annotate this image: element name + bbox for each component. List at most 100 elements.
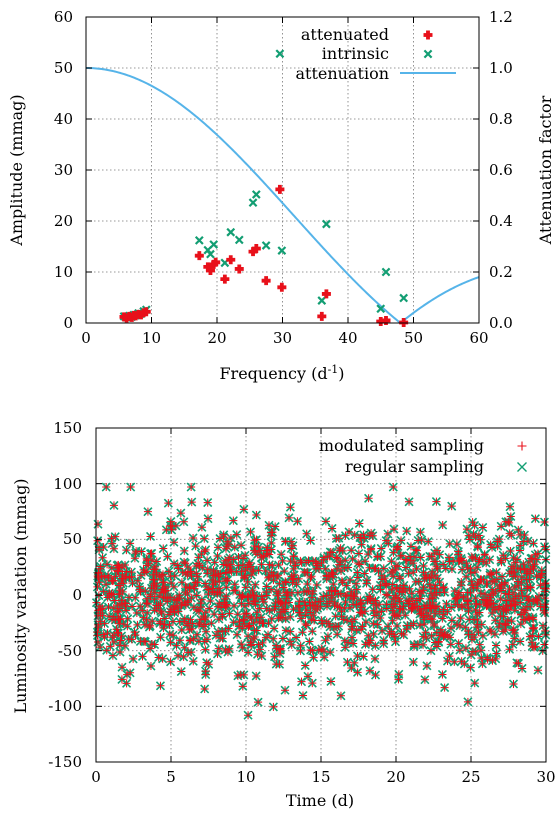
modulated-sampling-point <box>172 601 181 610</box>
modulated-sampling-point <box>419 613 428 622</box>
modulated-sampling-point <box>111 616 120 625</box>
modulated-sampling-point <box>193 559 202 568</box>
modulated-sampling-point <box>123 622 132 631</box>
modulated-sampling-point <box>120 560 129 569</box>
modulated-sampling-point <box>229 618 238 627</box>
modulated-sampling-point <box>129 654 138 663</box>
modulated-sampling-point <box>250 541 259 550</box>
modulated-sampling-point <box>281 537 290 546</box>
modulated-sampling-point <box>230 543 239 552</box>
modulated-sampling-point <box>128 579 137 588</box>
modulated-sampling-point <box>373 620 382 629</box>
bottom-xtick-label: 15 <box>311 768 330 786</box>
modulated-sampling-point <box>370 654 379 663</box>
modulated-sampling-point <box>102 646 111 655</box>
legend-label-intrinsic: intrinsic <box>322 44 389 63</box>
modulated-sampling-point <box>341 597 350 606</box>
modulated-sampling-point <box>408 600 417 609</box>
modulated-sampling-point <box>265 550 274 559</box>
modulated-sampling-point <box>388 580 397 589</box>
modulated-sampling-point <box>326 547 335 556</box>
modulated-sampling-point <box>120 641 129 650</box>
modulated-sampling-point <box>446 624 455 633</box>
modulated-sampling-point <box>540 608 549 617</box>
modulated-sampling-point <box>198 563 207 572</box>
modulated-sampling-point <box>522 592 531 601</box>
modulated-sampling-point <box>122 679 131 688</box>
modulated-sampling-point <box>407 605 416 614</box>
modulated-sampling-point <box>296 646 305 655</box>
modulated-sampling-point <box>189 634 198 643</box>
modulated-sampling-point <box>508 626 517 635</box>
attenuated-point <box>234 264 244 274</box>
top-legend-keys <box>400 30 456 74</box>
modulated-sampling-point <box>93 611 102 620</box>
intrinsic-point <box>234 235 244 245</box>
modulated-sampling-point <box>376 614 385 623</box>
modulated-sampling-point <box>466 663 475 672</box>
modulated-sampling-point <box>300 597 309 606</box>
bottom-ytick-label: 50 <box>63 530 82 548</box>
modulated-sampling-point <box>235 590 244 599</box>
modulated-sampling-point <box>230 601 239 610</box>
modulated-sampling-point <box>350 530 359 539</box>
modulated-sampling-point <box>311 606 320 615</box>
modulated-sampling-point <box>203 556 212 565</box>
modulated-sampling-point <box>246 562 255 571</box>
modulated-sampling-point <box>289 564 298 573</box>
modulated-sampling-point <box>411 545 420 554</box>
top-y2tick-label: 0.0 <box>489 314 513 332</box>
modulated-sampling-point <box>262 591 271 600</box>
modulated-sampling-point <box>358 622 367 631</box>
modulated-sampling-point <box>505 584 514 593</box>
modulated-sampling-point <box>488 585 497 594</box>
modulated-sampling-point <box>210 610 219 619</box>
modulated-sampling-point <box>498 572 507 581</box>
modulated-sampling-point <box>180 546 189 555</box>
modulated-sampling-point <box>204 514 213 523</box>
modulated-sampling-point <box>177 600 186 609</box>
modulated-sampling-point <box>187 624 196 633</box>
modulated-sampling-point <box>278 634 287 643</box>
modulated-sampling-point <box>390 632 399 641</box>
modulated-sampling-point <box>293 517 302 526</box>
top-y2tick-label: 0.6 <box>489 161 513 179</box>
modulated-sampling-point <box>169 617 178 626</box>
modulated-sampling-point <box>258 595 267 604</box>
modulated-sampling-point <box>463 588 472 597</box>
modulated-sampling-point <box>467 630 476 639</box>
modulated-sampling-point <box>160 620 169 629</box>
modulated-sampling-point <box>187 483 196 492</box>
modulated-sampling-point <box>244 632 253 641</box>
modulated-sampling-point <box>532 572 541 581</box>
modulated-sampling-point <box>399 630 408 639</box>
modulated-sampling-point <box>155 592 164 601</box>
modulated-sampling-point <box>166 638 175 647</box>
modulated-sampling-point <box>508 640 517 649</box>
modulated-sampling-point <box>530 643 539 652</box>
modulated-sampling-point <box>434 638 443 647</box>
top-attenuation-curve-group <box>85 67 480 325</box>
modulated-sampling-point <box>286 503 295 512</box>
modulated-sampling-point <box>509 625 518 634</box>
top-y2tick-label: 0.4 <box>489 212 513 230</box>
attenuated-point <box>211 257 221 267</box>
modulated-sampling-point <box>233 630 242 639</box>
modulated-sampling-point <box>192 591 201 600</box>
modulated-sampling-point <box>394 670 403 679</box>
modulated-sampling-point <box>410 552 419 561</box>
modulated-sampling-point <box>297 677 306 686</box>
modulated-sampling-point <box>180 643 189 652</box>
bottom-xtick-label: 5 <box>166 768 176 786</box>
legend-label-regular-sampling: regular sampling <box>345 457 484 476</box>
modulated-sampling-point <box>452 594 461 603</box>
modulated-sampling-point <box>496 594 505 603</box>
modulated-sampling-point <box>495 535 504 544</box>
attenuated-point <box>261 276 271 286</box>
legend-label-attenuation: attenuation <box>296 64 390 83</box>
modulated-sampling-point <box>409 619 418 628</box>
modulated-sampling-point <box>197 595 206 604</box>
modulated-sampling-point <box>225 553 234 562</box>
modulated-sampling-point <box>105 591 114 600</box>
